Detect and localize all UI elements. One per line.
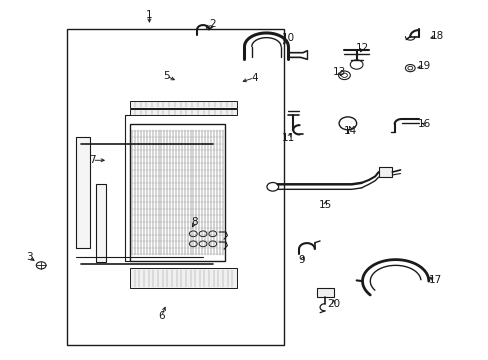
Text: 20: 20 [326, 299, 340, 309]
Text: 16: 16 [417, 120, 430, 129]
Text: 13: 13 [332, 67, 346, 77]
Text: 3: 3 [25, 252, 32, 262]
Text: 15: 15 [318, 200, 331, 210]
Text: 19: 19 [417, 61, 430, 71]
Bar [130, 268, 237, 288]
Bar [76, 137, 90, 248]
Bar [96, 184, 105, 262]
Text: 10: 10 [281, 33, 294, 43]
Bar [130, 109, 237, 116]
Text: 9: 9 [298, 255, 305, 265]
Bar [378, 167, 391, 177]
Text: 6: 6 [158, 311, 164, 321]
Text: 4: 4 [250, 73, 257, 83]
Text: 14: 14 [344, 126, 357, 135]
Text: 17: 17 [428, 275, 441, 285]
Text: 1: 1 [146, 10, 152, 20]
Bar [130, 101, 237, 108]
Bar [66, 30, 283, 345]
Text: 11: 11 [281, 133, 294, 143]
Text: 12: 12 [355, 43, 368, 53]
Text: 7: 7 [89, 155, 96, 165]
Bar [130, 125, 224, 261]
Bar [316, 288, 333, 297]
Text: 5: 5 [163, 71, 169, 81]
Text: 8: 8 [191, 217, 198, 227]
Text: 2: 2 [209, 19, 216, 29]
Text: 18: 18 [429, 31, 443, 41]
